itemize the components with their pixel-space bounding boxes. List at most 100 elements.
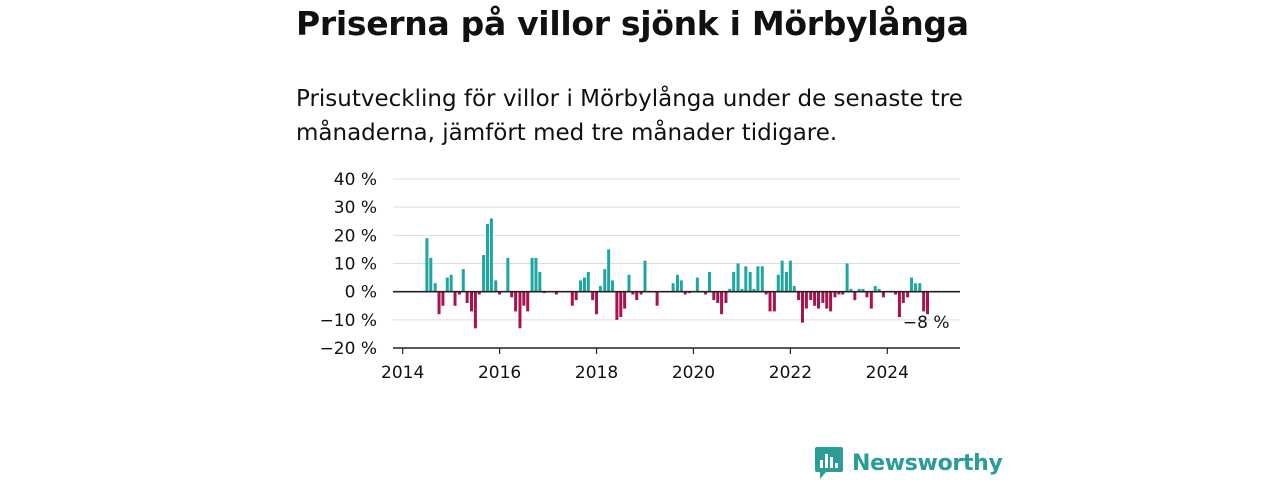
bar xyxy=(522,291,526,306)
bar xyxy=(764,291,768,295)
bar xyxy=(534,257,538,292)
x-tick-label: 2018 xyxy=(575,363,618,383)
bar xyxy=(707,271,711,292)
bar xyxy=(776,274,780,292)
bar xyxy=(894,291,898,295)
bar xyxy=(716,291,720,303)
bar xyxy=(449,274,453,292)
bar xyxy=(498,291,502,295)
bar xyxy=(570,291,574,306)
bar xyxy=(457,291,461,295)
bar xyxy=(825,291,829,309)
bar xyxy=(845,263,849,292)
bar xyxy=(510,291,514,298)
bar xyxy=(861,288,865,292)
bar xyxy=(473,291,477,329)
bar xyxy=(736,263,740,292)
bar xyxy=(619,291,623,318)
bar xyxy=(635,291,639,301)
bar xyxy=(804,291,808,309)
x-tick-label: 2020 xyxy=(672,363,715,383)
bar xyxy=(514,291,518,312)
y-tick-label: 30 % xyxy=(334,198,377,218)
bar xyxy=(744,266,748,292)
bar xyxy=(429,257,433,292)
bar xyxy=(675,274,679,292)
bar xyxy=(748,271,752,292)
bar xyxy=(425,238,429,292)
bar xyxy=(526,291,530,312)
bar xyxy=(441,291,445,306)
bar xyxy=(740,288,744,292)
bar xyxy=(631,291,635,295)
bar xyxy=(477,291,481,295)
bar xyxy=(530,257,534,292)
bar xyxy=(788,260,792,292)
bar xyxy=(797,291,801,301)
bar xyxy=(627,274,631,292)
bar xyxy=(922,291,926,312)
bar xyxy=(437,291,441,315)
y-tick-label: 20 % xyxy=(334,226,377,246)
bar xyxy=(554,291,558,295)
bar xyxy=(877,288,881,292)
bar xyxy=(732,271,736,292)
bar xyxy=(837,291,841,295)
bar xyxy=(538,271,542,292)
bar xyxy=(506,257,510,292)
bar xyxy=(772,291,776,312)
bar xyxy=(482,255,486,292)
bar xyxy=(813,291,817,306)
bar xyxy=(926,291,930,315)
bar xyxy=(445,277,449,292)
logo-text: Newsworthy xyxy=(852,450,1003,476)
bar xyxy=(801,291,804,323)
bar xyxy=(785,271,789,292)
chart-title: Priserna på villor sjönk i Mörbylånga xyxy=(296,4,969,43)
y-tick-label: 40 % xyxy=(334,170,377,190)
bar xyxy=(679,280,683,292)
bar xyxy=(582,277,586,292)
bar xyxy=(591,291,595,301)
bar xyxy=(829,291,833,312)
bar xyxy=(671,283,675,292)
bar xyxy=(586,271,590,292)
bar xyxy=(461,269,465,292)
bar xyxy=(518,291,522,329)
bar xyxy=(869,291,873,309)
bar xyxy=(720,291,724,315)
bar xyxy=(494,280,498,292)
grid-lines xyxy=(393,178,960,349)
bar xyxy=(833,291,837,298)
bar xyxy=(918,283,922,292)
bar xyxy=(611,280,615,292)
y-tick-label: 10 % xyxy=(334,255,377,275)
bar xyxy=(598,286,602,292)
bar xyxy=(453,291,457,306)
bar xyxy=(607,249,611,292)
bar xyxy=(683,291,687,295)
bar xyxy=(639,291,643,295)
bar xyxy=(897,291,901,318)
newsworthy-logo-icon xyxy=(815,447,843,479)
x-tick-label: 2024 xyxy=(866,363,909,383)
bar xyxy=(910,277,914,292)
bar xyxy=(643,260,647,292)
x-tick-label: 2014 xyxy=(381,363,424,383)
bar xyxy=(906,291,910,298)
bar xyxy=(655,291,659,306)
axes: 40 % 30 % 20 % 10 % 0 % −10 % −20 %2014 2016 201… xyxy=(320,170,960,383)
chart-subtitle: Prisutveckling för villor i Mörbylånga u… xyxy=(296,86,963,146)
bars xyxy=(425,218,930,329)
bar xyxy=(913,283,917,292)
bar xyxy=(857,288,861,292)
bar xyxy=(780,260,784,292)
y-tick-label: −10 % xyxy=(320,311,377,331)
bar xyxy=(768,291,772,312)
y-tick-label: −20 % xyxy=(320,339,377,359)
bar xyxy=(816,291,820,309)
bar xyxy=(615,291,619,320)
bar xyxy=(465,291,469,303)
x-tick-label: 2022 xyxy=(769,363,812,383)
